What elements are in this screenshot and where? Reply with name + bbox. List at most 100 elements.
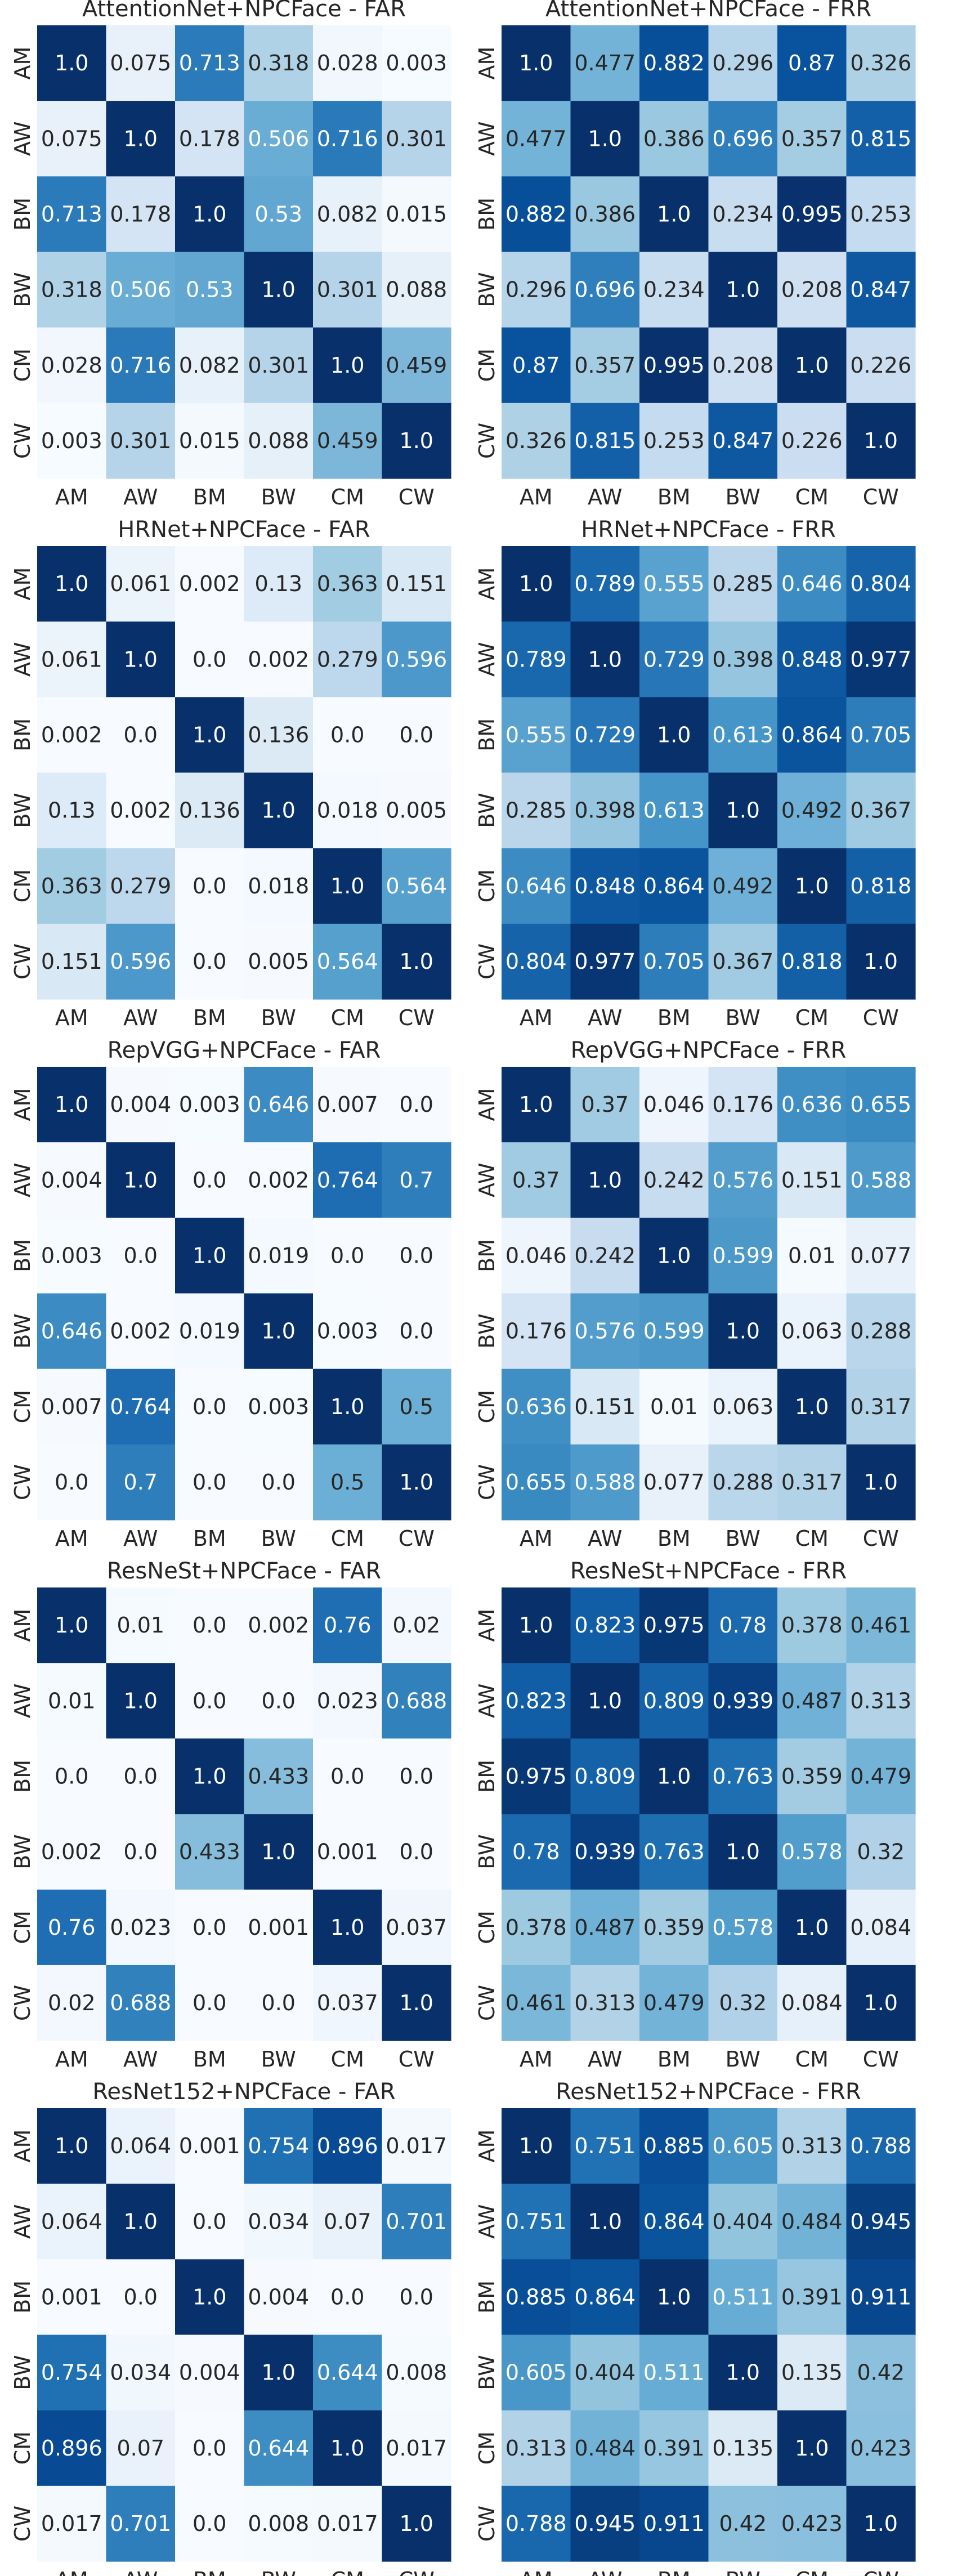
heatmap-cell-label: 1.0 (262, 798, 296, 823)
heatmap-cell (570, 1663, 640, 1739)
heatmap-cell (777, 1067, 847, 1143)
heatmap-cell (382, 176, 451, 253)
heatmap-cell-label: 0.288 (712, 1470, 773, 1495)
y-tick-label: CM (10, 348, 35, 382)
heatmap-cell (382, 101, 451, 177)
heatmap-cell-label: 0.077 (643, 1470, 705, 1495)
heatmap-title: AttentionNet+NPCFace - FRR (545, 0, 871, 22)
heatmap-cell (708, 1889, 778, 1966)
heatmap-cell (244, 2334, 314, 2411)
heatmap-title: ResNet152+NPCFace - FRR (556, 2079, 861, 2105)
heatmap-cell-label: 1.0 (400, 2511, 433, 2536)
heatmap-cell (313, 101, 383, 177)
heatmap-cell-label: 0.848 (781, 647, 843, 672)
heatmap-cell-label: 0.977 (850, 647, 911, 672)
heatmap-cell-label: 0.0 (193, 1168, 226, 1192)
heatmap-cell-label: 0.151 (386, 571, 447, 596)
heatmap-cell (106, 1587, 176, 1663)
heatmap-cell (502, 2184, 571, 2260)
x-tick-label: CW (863, 2047, 899, 2072)
x-tick-label: BM (193, 1526, 226, 1551)
x-tick-label: CM (795, 2568, 829, 2576)
heatmap-cell (502, 1142, 571, 1218)
x-tick-label: BW (261, 485, 296, 509)
heatmap-cell-label: 0.655 (850, 1092, 911, 1117)
heatmap-cell (313, 848, 383, 924)
heatmap-cell (639, 2485, 709, 2562)
heatmap-cell (106, 1444, 176, 1520)
x-tick-label: CW (399, 1526, 435, 1551)
heatmap-cell (777, 1444, 847, 1520)
y-tick-label: BM (10, 1239, 35, 1272)
heatmap-cell-label: 0.911 (850, 2284, 911, 2309)
heatmap-cell (639, 2108, 709, 2184)
heatmap-cell-label: 0.0 (193, 2511, 226, 2536)
y-tick-label: BW (475, 1834, 499, 1869)
heatmap-cell-label: 0.151 (574, 1394, 636, 1419)
x-tick-label: BW (726, 485, 760, 509)
heatmap-cell-label: 0.896 (41, 2436, 102, 2461)
heatmap-cell-label: 0.01 (788, 1243, 836, 1268)
heatmap-cell (639, 1444, 709, 1520)
heatmap-cell-label: 0.655 (505, 1470, 567, 1495)
heatmap-cell (106, 1142, 176, 1218)
heatmap-cell (846, 546, 916, 622)
heatmap-cell-label: 0.0 (124, 1764, 158, 1788)
heatmap-cell-label: 0.285 (505, 798, 567, 823)
heatmap-cell-label: 0.818 (850, 874, 911, 898)
heatmap-cell (313, 1814, 383, 1890)
heatmap-cell (639, 101, 709, 177)
x-tick-label: BM (657, 2568, 691, 2576)
x-tick-label: AW (123, 1526, 158, 1551)
heatmap-cell-label: 0.07 (117, 2436, 164, 2461)
heatmap-cell-label: 0.178 (110, 202, 171, 226)
heatmap-cell-label: 0.644 (317, 2360, 378, 2385)
x-tick-label: AW (588, 1526, 623, 1551)
heatmap-cell (639, 1142, 709, 1218)
heatmap-cell (106, 621, 176, 697)
y-tick-label: AW (10, 642, 35, 677)
heatmap-cell-label: 0.487 (574, 1915, 636, 1940)
heatmap-cell-label: 0.391 (781, 2284, 843, 2309)
heatmap-cell (570, 697, 640, 773)
heatmap-cell (37, 1368, 107, 1445)
heatmap-cell (244, 2259, 314, 2336)
heatmap-cell (570, 848, 640, 924)
heatmap-cell (106, 697, 176, 773)
heatmap-cell (639, 2334, 709, 2411)
heatmap-cell-label: 0.0 (193, 1470, 226, 1495)
heatmap-cell (570, 1738, 640, 1815)
heatmap-cell-label: 0.5 (400, 1394, 433, 1419)
x-tick-label: AW (123, 2047, 158, 2072)
x-tick-label: CW (399, 2047, 435, 2072)
y-tick-label: AM (10, 1088, 35, 1121)
heatmap-cell (37, 2485, 107, 2562)
heatmap-cell-label: 0.234 (712, 202, 773, 226)
heatmap-cell-label: 0.885 (643, 2134, 705, 2158)
heatmap-cell (106, 101, 176, 177)
heatmap-cell-label: 0.754 (248, 2134, 309, 2158)
heatmap-cell (639, 1293, 709, 1370)
heatmap-cell-label: 0.644 (248, 2436, 309, 2461)
heatmap-cell (106, 176, 176, 253)
heatmap-cell-label: 0.975 (505, 1764, 567, 1788)
y-tick-label: AM (10, 1609, 35, 1642)
y-tick-label: AW (10, 2204, 35, 2239)
heatmap-cell (37, 25, 107, 101)
heatmap-cell (777, 2334, 847, 2411)
heatmap-cell-label: 0.07 (324, 2209, 372, 2234)
heatmap-cell (106, 1663, 176, 1739)
y-tick-label: AM (10, 567, 35, 601)
heatmap-cell (313, 2485, 383, 2562)
heatmap-cell-label: 0.477 (574, 51, 636, 75)
heatmap-cell-label: 0.613 (712, 722, 773, 747)
x-tick-label: AW (588, 1005, 623, 1030)
heatmap-cell (244, 848, 314, 924)
heatmap-cell (313, 1965, 383, 2041)
x-tick-label: BM (657, 485, 691, 509)
heatmap-cell (502, 252, 571, 328)
heatmap-cell (639, 546, 709, 622)
x-tick-label: BW (726, 2568, 760, 2576)
heatmap-cell-label: 0.13 (254, 571, 302, 596)
heatmap-cell (37, 697, 107, 773)
